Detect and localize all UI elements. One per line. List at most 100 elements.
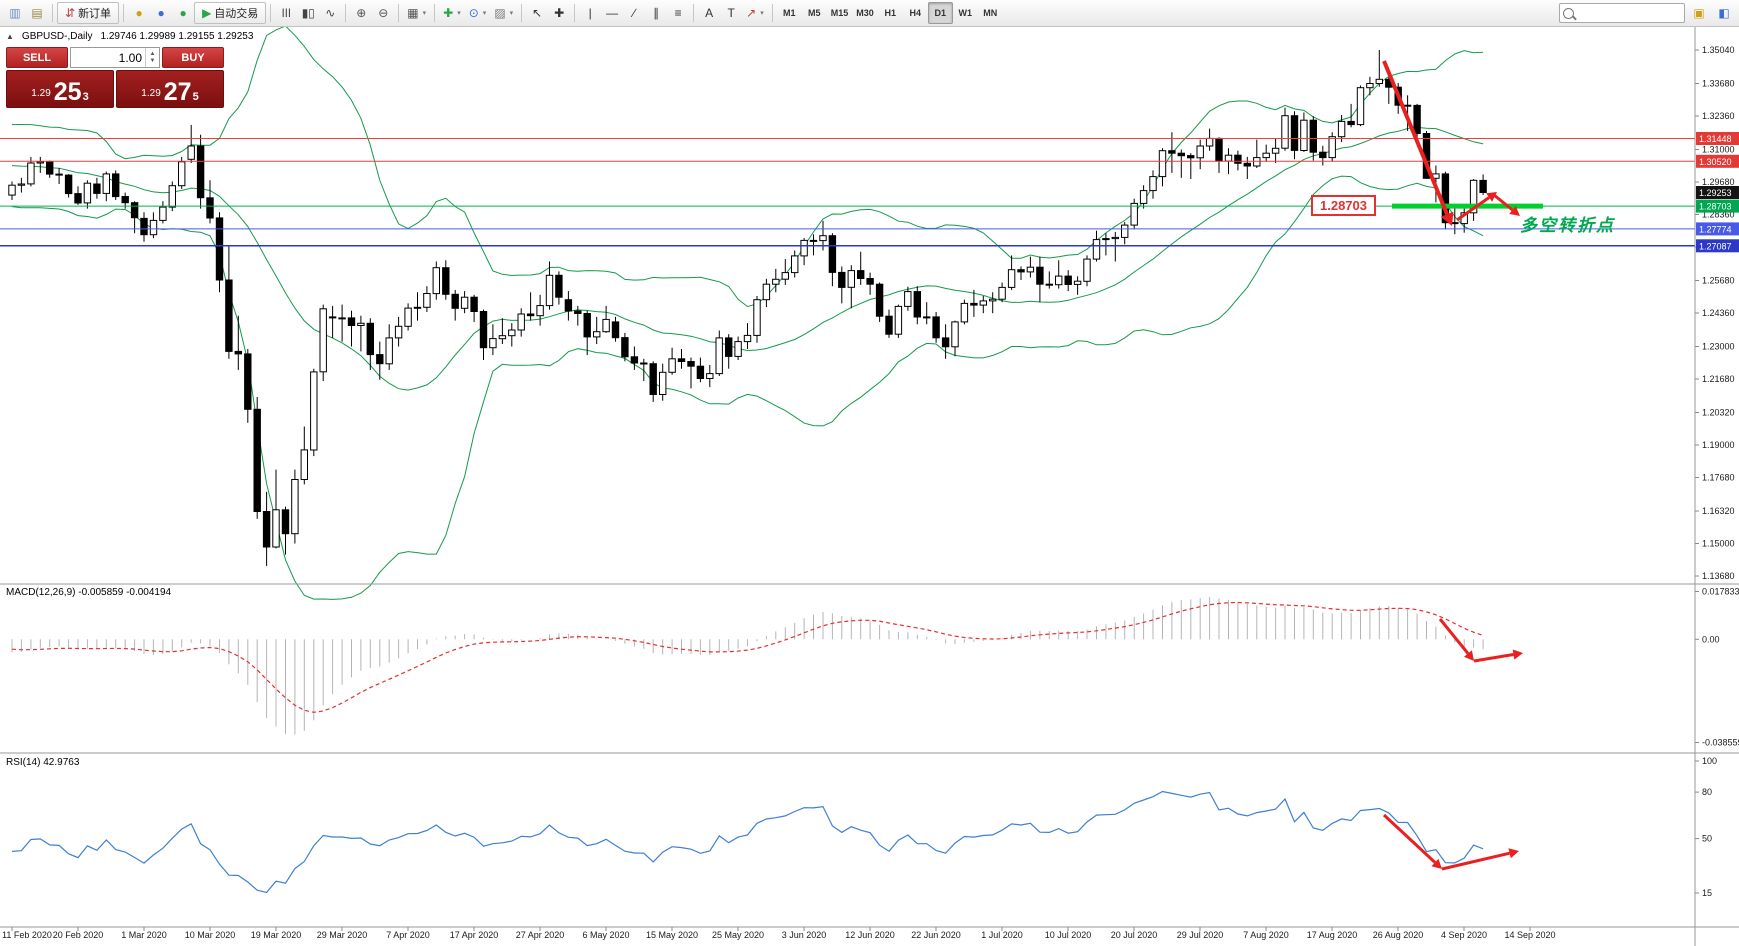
bar-chart-button[interactable]: ǀǀǀ bbox=[275, 2, 297, 24]
timeframe-h4-button[interactable]: H4 bbox=[903, 2, 928, 24]
community-button[interactable]: ▣ bbox=[1688, 2, 1710, 24]
svg-text:29 Mar 2020: 29 Mar 2020 bbox=[317, 930, 368, 940]
periods-button[interactable]: ⊙ ▾ bbox=[465, 2, 491, 24]
periods-icon: ⊙ bbox=[468, 6, 479, 20]
cursor-button[interactable]: ↖ bbox=[526, 2, 548, 24]
chart-canvas[interactable]: 1.35040 1.33680 1.32360 1.31000 1.29680 1.283… bbox=[0, 27, 1739, 946]
sell-button[interactable]: SELL bbox=[6, 47, 68, 68]
new-chart-icon: ▥ bbox=[9, 6, 21, 20]
help-icon: ◧ bbox=[1718, 6, 1730, 20]
collapse-trade-panel-icon[interactable]: ▲ bbox=[6, 32, 14, 41]
search-input[interactable] bbox=[1577, 6, 1681, 20]
svg-text:1.35040: 1.35040 bbox=[1702, 45, 1735, 55]
svg-text:1 Mar 2020: 1 Mar 2020 bbox=[121, 930, 167, 940]
svg-text:0.00: 0.00 bbox=[1702, 634, 1720, 644]
zoom-out-button[interactable]: ⊖ bbox=[372, 2, 394, 24]
toolbar-separator bbox=[123, 4, 125, 22]
buy-price-big: 27 bbox=[163, 77, 192, 106]
svg-text:1.17680: 1.17680 bbox=[1702, 473, 1735, 483]
navigator-icon: ● bbox=[179, 6, 187, 20]
profiles-icon: ▤ bbox=[31, 6, 43, 20]
data-window-button[interactable]: ● bbox=[150, 2, 172, 24]
new-order-button[interactable]: ⇵ 新订单 bbox=[57, 2, 120, 24]
trendline-button[interactable]: ∕ bbox=[623, 2, 645, 24]
svg-text:1.25680: 1.25680 bbox=[1702, 276, 1735, 286]
profiles-button[interactable]: ▤ bbox=[26, 2, 48, 24]
tile-windows-button[interactable]: ▦ ▾ bbox=[403, 2, 430, 24]
zoom-in-button[interactable]: ⊕ bbox=[350, 2, 372, 24]
fibonacci-button[interactable]: ≡ bbox=[667, 2, 689, 24]
svg-text:17 Apr 2020: 17 Apr 2020 bbox=[450, 930, 499, 940]
crosshair-icon: ✚ bbox=[554, 6, 565, 20]
templates-button[interactable]: ▨ ▾ bbox=[490, 2, 517, 24]
price-tag-label[interactable]: 1.28703 bbox=[1311, 195, 1376, 216]
spinner-down-icon[interactable]: ▼ bbox=[149, 57, 156, 64]
spinner-up-icon[interactable]: ▲ bbox=[149, 50, 156, 57]
auto-trading-button-label: 自动交易 bbox=[214, 8, 259, 20]
market-watch-button[interactable]: ● bbox=[128, 2, 150, 24]
svg-text:29 Jul 2020: 29 Jul 2020 bbox=[1177, 930, 1224, 940]
svg-text:1.27087: 1.27087 bbox=[1699, 241, 1732, 251]
candlestick-chart-button[interactable]: ▮▯ bbox=[297, 2, 319, 24]
svg-text:19 Mar 2020: 19 Mar 2020 bbox=[251, 930, 302, 940]
timeframe-m1-button[interactable]: M1 bbox=[777, 2, 802, 24]
rsi-indicator-label: RSI(14) 42.9763 bbox=[6, 757, 80, 768]
buy-button[interactable]: BUY bbox=[162, 47, 224, 68]
macd-panel-layer bbox=[11, 597, 1484, 735]
chevron-down-icon: ▾ bbox=[760, 10, 764, 17]
svg-text:1.15000: 1.15000 bbox=[1702, 539, 1735, 549]
chart-area[interactable]: 1.35040 1.33680 1.32360 1.31000 1.29680 1.283… bbox=[0, 27, 1739, 946]
svg-text:1 Jul 2020: 1 Jul 2020 bbox=[981, 930, 1023, 940]
arrows-button[interactable]: ↗ ▾ bbox=[742, 2, 768, 24]
svg-text:1.16320: 1.16320 bbox=[1702, 506, 1735, 516]
svg-text:1.31000: 1.31000 bbox=[1702, 145, 1735, 155]
symbol-ohlc-values: 1.29746 1.29989 1.29155 1.29253 bbox=[100, 31, 254, 42]
svg-text:1.24360: 1.24360 bbox=[1702, 308, 1735, 318]
search-box bbox=[1559, 3, 1685, 23]
svg-text:7 Apr 2020: 7 Apr 2020 bbox=[386, 930, 430, 940]
turning-point-annotation[interactable]: 多空转折点 bbox=[1520, 216, 1615, 235]
buy-price-button[interactable]: 1.29 27 5 bbox=[116, 70, 224, 108]
timeframe-w1-button[interactable]: W1 bbox=[953, 2, 978, 24]
buy-price-prefix: 1.29 bbox=[141, 88, 161, 99]
svg-text:1.19000: 1.19000 bbox=[1702, 440, 1735, 450]
svg-text:3 Jun 2020: 3 Jun 2020 bbox=[782, 930, 827, 940]
toolbar-separator bbox=[345, 4, 347, 22]
crosshair-button[interactable]: ✚ bbox=[548, 2, 570, 24]
help-button[interactable]: ◧ bbox=[1713, 2, 1735, 24]
indicators-button[interactable]: ✚ ▾ bbox=[439, 2, 465, 24]
trendline-icon: ∕ bbox=[633, 6, 636, 20]
text-label-button[interactable]: T bbox=[720, 2, 742, 24]
horizontal-line-button[interactable]: — bbox=[601, 2, 623, 24]
timeframe-m30-button[interactable]: M30 bbox=[852, 2, 878, 24]
bollinger-bands-layer bbox=[11, 27, 1484, 600]
timeframe-d1-button[interactable]: D1 bbox=[927, 2, 953, 24]
text-button[interactable]: A bbox=[698, 2, 720, 24]
navigator-button[interactable]: ● bbox=[172, 2, 194, 24]
lot-spinner[interactable]: ▲ ▼ bbox=[145, 48, 159, 67]
channel-button[interactable]: ∥ bbox=[645, 2, 667, 24]
line-chart-button[interactable]: ∿ bbox=[319, 2, 341, 24]
symbol-info-line: ▲ GBPUSD-,Daily 1.29746 1.29989 1.29155 … bbox=[6, 31, 253, 42]
svg-text:25 May 2020: 25 May 2020 bbox=[712, 930, 764, 940]
lot-size-input[interactable] bbox=[71, 48, 145, 67]
horizontal-lines-layer bbox=[0, 138, 1695, 247]
svg-text:22 Jun 2020: 22 Jun 2020 bbox=[911, 930, 961, 940]
drawn-objects-layer bbox=[1382, 60, 1543, 871]
timeframe-h1-button[interactable]: H1 bbox=[878, 2, 903, 24]
candlestick-chart-icon: ▮▯ bbox=[301, 6, 315, 20]
timeframe-mn-button[interactable]: MN bbox=[978, 2, 1003, 24]
svg-text:1.29253: 1.29253 bbox=[1699, 188, 1732, 198]
svg-text:26 Aug 2020: 26 Aug 2020 bbox=[1373, 930, 1424, 940]
new-chart-button[interactable]: ▥ bbox=[4, 2, 26, 24]
svg-text:1.33680: 1.33680 bbox=[1702, 79, 1735, 89]
chevron-down-icon: ▾ bbox=[422, 10, 427, 17]
timeframe-m15-button[interactable]: M15 bbox=[827, 2, 853, 24]
svg-text:15 May 2020: 15 May 2020 bbox=[646, 930, 698, 940]
sell-price-button[interactable]: 1.29 25 3 bbox=[6, 70, 114, 108]
auto-trading-button[interactable]: ▶ 自动交易 bbox=[194, 2, 267, 24]
vertical-line-icon: | bbox=[588, 6, 592, 20]
timeframe-m5-button[interactable]: M5 bbox=[802, 2, 827, 24]
sell-price-big: 25 bbox=[53, 77, 82, 106]
vertical-line-button[interactable]: | bbox=[579, 2, 601, 24]
